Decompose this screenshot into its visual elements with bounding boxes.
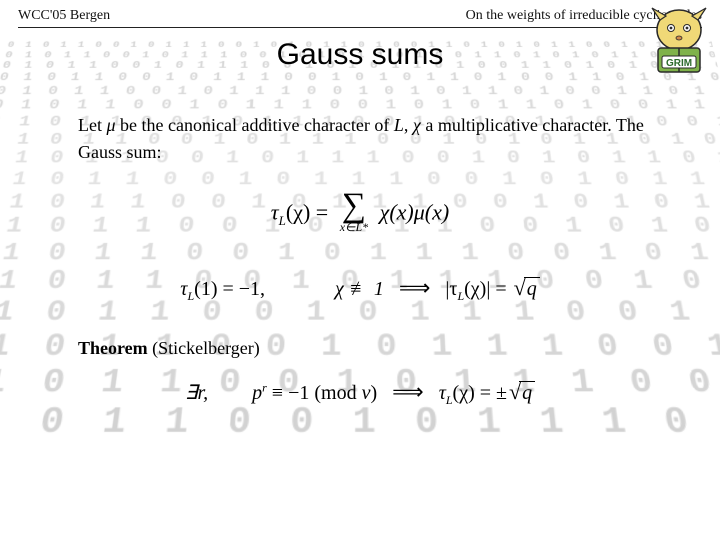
sqrt-q: q — [507, 379, 535, 405]
svg-text:GRIM: GRIM — [666, 58, 692, 69]
gauss-sum-definition: τL(χ) = ∑ x∈L* χ(x)μ(x) — [18, 194, 702, 235]
header-conference: WCC'05 Bergen — [18, 8, 110, 24]
implies-arrow: ⟹ — [392, 379, 424, 404]
slide-content: WCC'05 Bergen On the weights of irreduci… — [0, 0, 720, 540]
header-rule — [18, 27, 702, 28]
grim-mascot-logo: GRIM — [646, 6, 712, 80]
intro-paragraph: Let μ be the canonical additive characte… — [78, 112, 662, 166]
gauss-sum-properties: τL(1) = −1, χ ≢ 1 ⟹ |τL(χ)| = q — [18, 275, 702, 304]
summation-symbol: ∑ x∈L* — [340, 194, 368, 235]
sqrt-q: q — [512, 275, 540, 301]
implies-arrow: ⟹ — [399, 275, 431, 300]
slide-header: WCC'05 Bergen On the weights of irreduci… — [18, 8, 702, 24]
slide-title: Gauss sums — [18, 38, 702, 72]
theorem-heading: Theorem (Stickelberger) — [78, 338, 662, 359]
stickelberger-statement: ∃r, pr ≡ −1 (mod v) ⟹ τL(χ) = ±q — [18, 379, 702, 408]
